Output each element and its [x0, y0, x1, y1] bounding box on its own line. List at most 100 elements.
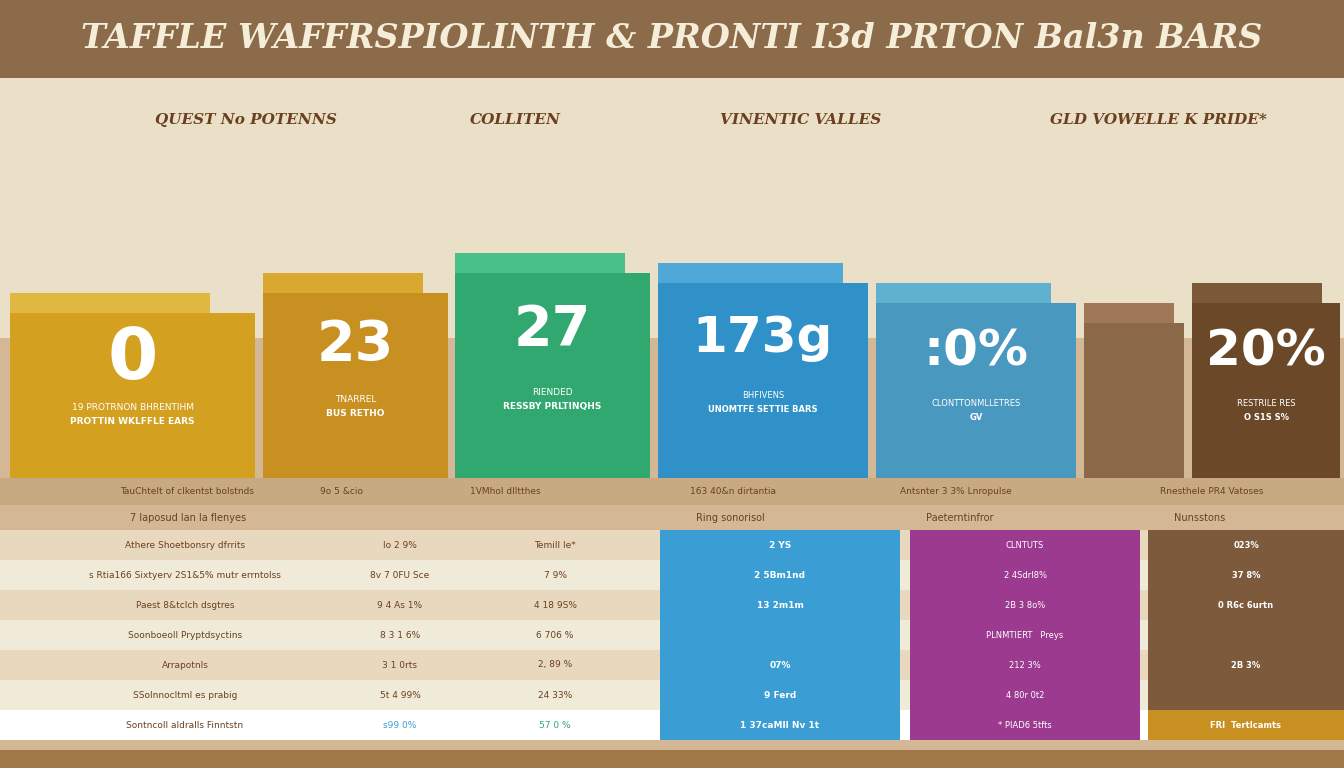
- FancyBboxPatch shape: [659, 263, 843, 283]
- Text: 8 3 1 6%: 8 3 1 6%: [380, 631, 421, 640]
- FancyBboxPatch shape: [910, 530, 1140, 560]
- Text: 1VMhol dlltthes: 1VMhol dlltthes: [470, 488, 540, 496]
- FancyBboxPatch shape: [0, 530, 1344, 560]
- Text: 2, 89 %: 2, 89 %: [538, 660, 573, 670]
- Text: 24 33%: 24 33%: [538, 690, 573, 700]
- Text: 57 0 %: 57 0 %: [539, 720, 571, 730]
- Text: Paeterntinfror: Paeterntinfror: [926, 513, 993, 523]
- FancyBboxPatch shape: [0, 0, 1344, 78]
- Text: 9o 5 &cio: 9o 5 &cio: [320, 488, 363, 496]
- Text: 3 1 0rts: 3 1 0rts: [383, 660, 418, 670]
- Text: 8v 7 0FU Sce: 8v 7 0FU Sce: [371, 571, 430, 580]
- FancyBboxPatch shape: [0, 590, 1344, 620]
- Text: Soonboeoll Pryptdsyctins: Soonboeoll Pryptdsyctins: [128, 631, 242, 640]
- FancyBboxPatch shape: [1148, 680, 1344, 710]
- FancyBboxPatch shape: [1192, 283, 1322, 303]
- Text: TauChtelt of clkentst bolstnds: TauChtelt of clkentst bolstnds: [120, 488, 254, 496]
- Text: Rnesthele PR4 Vatoses: Rnesthele PR4 Vatoses: [1160, 488, 1263, 496]
- Text: :0%: :0%: [923, 328, 1028, 376]
- FancyBboxPatch shape: [0, 78, 1344, 150]
- Text: 0 R6c 6urtn: 0 R6c 6urtn: [1219, 601, 1274, 610]
- FancyBboxPatch shape: [1148, 590, 1344, 620]
- Text: Antsnter 3 3% Lnropulse: Antsnter 3 3% Lnropulse: [900, 488, 1012, 496]
- Text: UNOMTFE SETTIE BARS: UNOMTFE SETTIE BARS: [708, 406, 817, 415]
- Text: Sontncoll aldralls Finntstn: Sontncoll aldralls Finntstn: [126, 720, 243, 730]
- Text: 19 PROTRNON BHRENTIHM: 19 PROTRNON BHRENTIHM: [71, 402, 194, 412]
- FancyBboxPatch shape: [1192, 303, 1340, 478]
- Text: O S1S S%: O S1S S%: [1243, 413, 1289, 422]
- FancyBboxPatch shape: [876, 303, 1077, 478]
- Text: 1 37caMll Nv 1t: 1 37caMll Nv 1t: [741, 720, 820, 730]
- FancyBboxPatch shape: [660, 560, 900, 590]
- FancyBboxPatch shape: [0, 710, 1344, 740]
- FancyBboxPatch shape: [0, 620, 1344, 650]
- Text: 2B 3%: 2B 3%: [1231, 660, 1261, 670]
- FancyBboxPatch shape: [263, 273, 423, 293]
- FancyBboxPatch shape: [910, 650, 1140, 680]
- Text: 9 Ferd: 9 Ferd: [763, 690, 796, 700]
- FancyBboxPatch shape: [456, 253, 625, 273]
- FancyBboxPatch shape: [1148, 650, 1344, 680]
- Text: Ring sonorisol: Ring sonorisol: [696, 513, 765, 523]
- Text: 2 YS: 2 YS: [769, 541, 792, 549]
- Text: 5t 4 99%: 5t 4 99%: [379, 690, 421, 700]
- FancyBboxPatch shape: [0, 560, 1344, 590]
- FancyBboxPatch shape: [1148, 710, 1344, 740]
- FancyBboxPatch shape: [660, 530, 900, 560]
- FancyBboxPatch shape: [910, 620, 1140, 650]
- Text: FRI  Tertlcamts: FRI Tertlcamts: [1211, 720, 1281, 730]
- FancyBboxPatch shape: [910, 710, 1140, 740]
- Text: 2 5Bm1nd: 2 5Bm1nd: [754, 571, 805, 580]
- FancyBboxPatch shape: [0, 478, 1344, 505]
- Text: RESSBY PRLTINQHS: RESSBY PRLTINQHS: [503, 402, 602, 411]
- FancyBboxPatch shape: [1085, 323, 1184, 478]
- Text: 23: 23: [317, 318, 394, 372]
- Text: 6 706 %: 6 706 %: [536, 631, 574, 640]
- FancyBboxPatch shape: [660, 680, 900, 710]
- Text: 2 4Sdrl8%: 2 4Sdrl8%: [1004, 571, 1047, 580]
- FancyBboxPatch shape: [0, 78, 1344, 768]
- FancyBboxPatch shape: [876, 283, 1051, 303]
- FancyBboxPatch shape: [660, 650, 900, 680]
- FancyBboxPatch shape: [456, 273, 650, 478]
- Text: RIENDED: RIENDED: [532, 388, 573, 396]
- Text: 023%: 023%: [1234, 541, 1259, 549]
- Text: s Rtia166 Sixtyerv 2S1&5% mutr errntolss: s Rtia166 Sixtyerv 2S1&5% mutr errntolss: [89, 571, 281, 580]
- Text: lo 2 9%: lo 2 9%: [383, 541, 417, 549]
- FancyBboxPatch shape: [910, 680, 1140, 710]
- Text: 13 2m1m: 13 2m1m: [757, 601, 804, 610]
- Text: PLNMTIERT   Preys: PLNMTIERT Preys: [986, 631, 1063, 640]
- Text: TAFFLE WAFFRSPIOLINTH & PRONTI I3d PRTON Bal3n BARS: TAFFLE WAFFRSPIOLINTH & PRONTI I3d PRTON…: [82, 22, 1262, 55]
- FancyBboxPatch shape: [1148, 620, 1344, 650]
- FancyBboxPatch shape: [660, 620, 900, 650]
- Text: CLONTTONMLLETRES: CLONTTONMLLETRES: [931, 399, 1020, 408]
- Text: 7 9%: 7 9%: [543, 571, 567, 580]
- Text: 212 3%: 212 3%: [1009, 660, 1040, 670]
- Text: Temill le*: Temill le*: [534, 541, 575, 549]
- FancyBboxPatch shape: [0, 150, 1344, 478]
- Text: VINENTIC VALLES: VINENTIC VALLES: [720, 113, 882, 127]
- Text: Nunsstons: Nunsstons: [1175, 513, 1226, 523]
- Text: Paest 8&tclch dsgtres: Paest 8&tclch dsgtres: [136, 601, 234, 610]
- Text: s99 0%: s99 0%: [383, 720, 417, 730]
- Text: TNARREL: TNARREL: [335, 396, 376, 404]
- FancyBboxPatch shape: [1085, 303, 1175, 323]
- Text: Polbst Pealor fomns onuhtdon: Polbst Pealor fomns onuhtdon: [160, 750, 306, 760]
- FancyBboxPatch shape: [910, 590, 1140, 620]
- Text: 2B 3 8o%: 2B 3 8o%: [1005, 601, 1046, 610]
- Text: 20%: 20%: [1206, 328, 1327, 376]
- Text: 173g: 173g: [692, 313, 833, 362]
- Text: * PIAD6 5tfts: * PIAD6 5tfts: [999, 720, 1052, 730]
- Text: Arrapotnls: Arrapotnls: [161, 660, 208, 670]
- Text: 37 8%: 37 8%: [1231, 571, 1261, 580]
- Text: GV: GV: [969, 413, 982, 422]
- Text: BHFIVENS: BHFIVENS: [742, 392, 784, 400]
- FancyBboxPatch shape: [660, 710, 900, 740]
- Text: PROTTIN WKLFFLE EARS: PROTTIN WKLFFLE EARS: [70, 417, 195, 425]
- FancyBboxPatch shape: [660, 590, 900, 620]
- FancyBboxPatch shape: [0, 150, 1344, 338]
- Text: 4 80r 0t2: 4 80r 0t2: [1005, 690, 1044, 700]
- Text: 163 40&n dirtantia: 163 40&n dirtantia: [689, 488, 775, 496]
- FancyBboxPatch shape: [1148, 560, 1344, 590]
- FancyBboxPatch shape: [0, 750, 1344, 768]
